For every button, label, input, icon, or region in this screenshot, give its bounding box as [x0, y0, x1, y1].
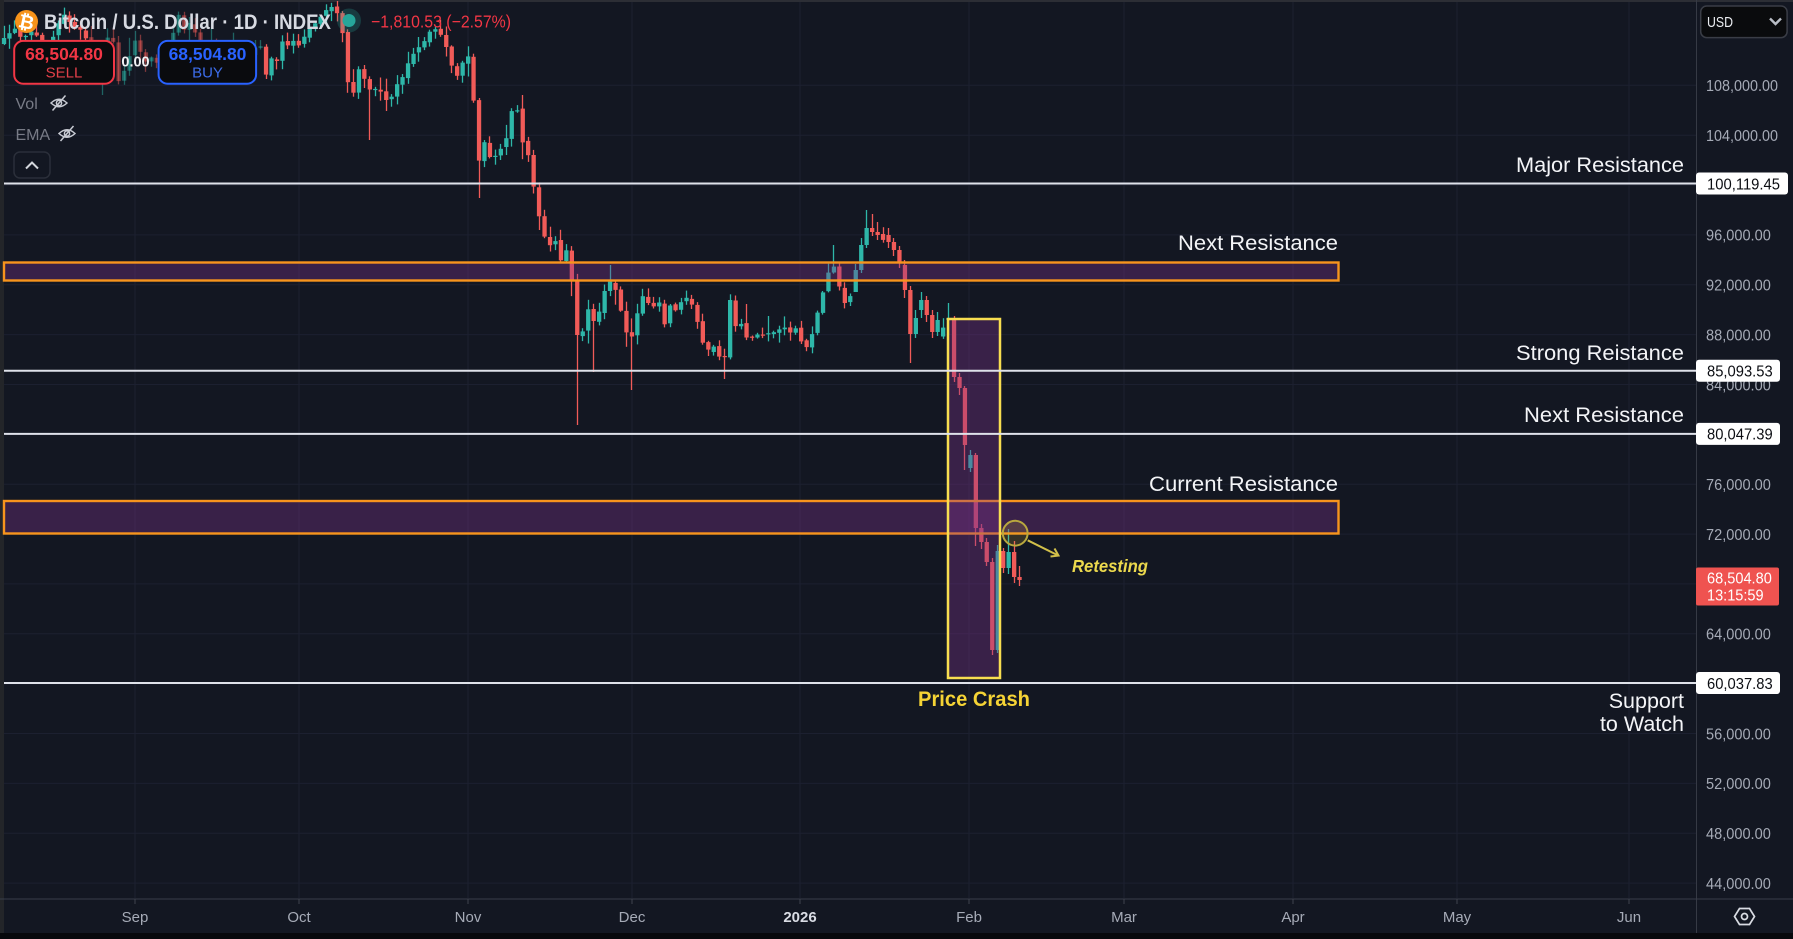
svg-text:Sep: Sep — [122, 909, 149, 926]
svg-text:Bitcoin / U.S. Dollar · 1D · I: Bitcoin / U.S. Dollar · 1D · INDEX — [44, 10, 332, 34]
svg-text:13:15:59: 13:15:59 — [1707, 588, 1764, 605]
svg-text:−1,810.53 (−2.57%): −1,810.53 (−2.57%) — [371, 12, 511, 32]
svg-text:Nov: Nov — [455, 909, 482, 926]
svg-text:Feb: Feb — [956, 909, 982, 926]
svg-text:48,000.00: 48,000.00 — [1706, 826, 1771, 843]
svg-text:Next Resistance: Next Resistance — [1178, 231, 1338, 255]
svg-text:60,037.83: 60,037.83 — [1707, 676, 1773, 693]
svg-text:Oct: Oct — [287, 909, 311, 926]
svg-text:₿: ₿ — [16, 11, 36, 35]
svg-text:Major Resistance: Major Resistance — [1516, 153, 1684, 177]
svg-text:Strong Reistance: Strong Reistance — [1516, 341, 1684, 365]
svg-text:EMA: EMA — [16, 127, 51, 144]
svg-text:80,047.39: 80,047.39 — [1707, 427, 1773, 444]
svg-text:0.00: 0.00 — [121, 55, 149, 71]
svg-text:108,000.00: 108,000.00 — [1706, 78, 1778, 95]
svg-text:Support: Support — [1609, 689, 1684, 713]
svg-text:64,000.00: 64,000.00 — [1706, 627, 1771, 644]
svg-text:BUY: BUY — [192, 65, 223, 82]
svg-text:Mar: Mar — [1111, 909, 1137, 926]
svg-text:52,000.00: 52,000.00 — [1706, 776, 1771, 793]
svg-text:Current Resistance: Current Resistance — [1149, 472, 1338, 496]
svg-text:72,000.00: 72,000.00 — [1706, 527, 1771, 544]
svg-text:Jun: Jun — [1617, 909, 1641, 926]
svg-text:Next Resistance: Next Resistance — [1524, 403, 1684, 427]
svg-text:76,000.00: 76,000.00 — [1706, 477, 1771, 494]
svg-text:104,000.00: 104,000.00 — [1706, 128, 1778, 145]
svg-text:68,504.80: 68,504.80 — [1707, 571, 1772, 588]
svg-text:85,093.53: 85,093.53 — [1707, 364, 1773, 381]
svg-text:2026: 2026 — [783, 909, 816, 926]
svg-text:100,119.45: 100,119.45 — [1707, 176, 1780, 193]
svg-text:44,000.00: 44,000.00 — [1706, 876, 1771, 893]
svg-text:Apr: Apr — [1281, 909, 1304, 926]
svg-text:68,504.80: 68,504.80 — [25, 44, 103, 64]
svg-text:88,000.00: 88,000.00 — [1706, 327, 1771, 344]
svg-text:68,504.80: 68,504.80 — [169, 44, 247, 64]
svg-text:May: May — [1443, 909, 1472, 926]
svg-text:Dec: Dec — [619, 909, 646, 926]
svg-text:56,000.00: 56,000.00 — [1706, 726, 1771, 743]
svg-text:SELL: SELL — [46, 65, 83, 82]
svg-text:96,000.00: 96,000.00 — [1706, 228, 1771, 245]
svg-text:Price Crash: Price Crash — [918, 687, 1030, 711]
svg-text:Vol: Vol — [16, 96, 38, 113]
svg-text:92,000.00: 92,000.00 — [1706, 278, 1771, 295]
svg-text:USD: USD — [1707, 14, 1733, 31]
svg-text:to Watch: to Watch — [1600, 712, 1684, 736]
svg-text:Retesting: Retesting — [1072, 556, 1148, 576]
